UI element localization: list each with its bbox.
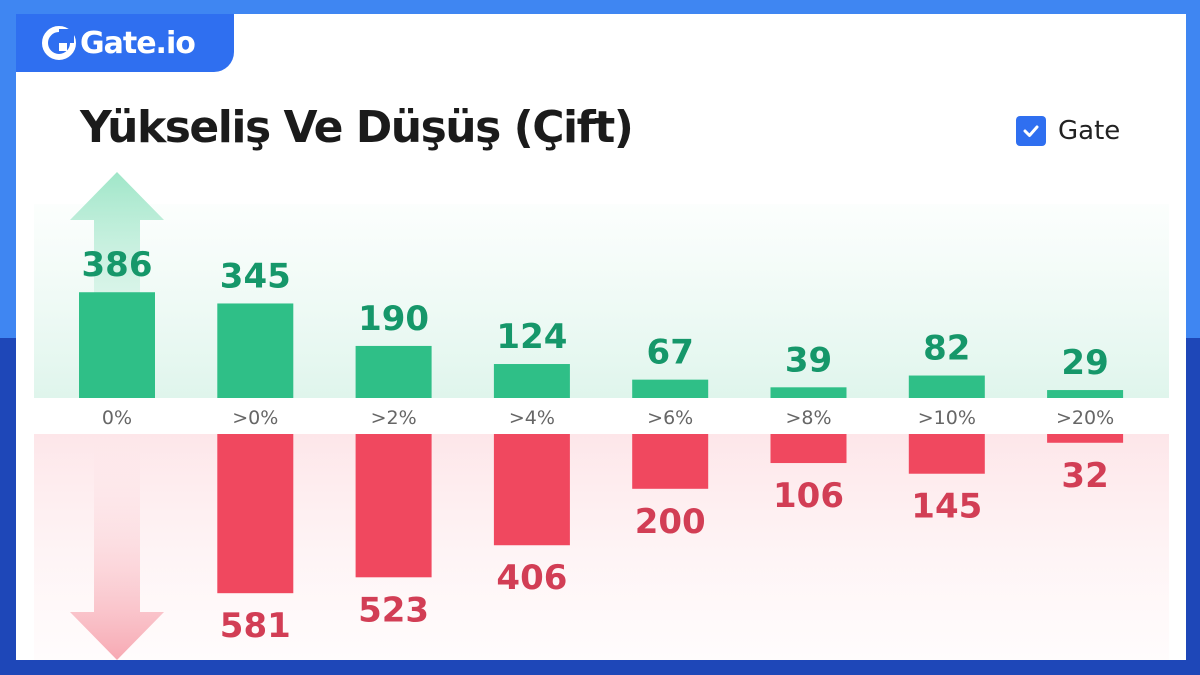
brand-name: Gate.io [80, 25, 196, 61]
up-value-label-7: 82 [923, 329, 970, 369]
up-value-label-4: 124 [496, 317, 567, 357]
up-bar-5 [632, 379, 709, 398]
up-value-label-3: 190 [358, 299, 429, 339]
up-bar-1 [79, 292, 155, 398]
brand-logo: Gate.io [16, 14, 234, 72]
up-value-label-1: 386 [82, 245, 153, 285]
chart-card: Gate.io 386 0% 345 >0% 581 190 >2% 523 [16, 14, 1186, 660]
legend-label: Gate [1058, 116, 1121, 146]
up-bar-7 [908, 375, 985, 398]
x-tick-label-1: 0% [102, 407, 132, 429]
up-arrow-icon [70, 172, 164, 398]
down-bar-5 [632, 434, 709, 489]
legend-checkbox[interactable] [1016, 116, 1046, 146]
gate-logo-icon [42, 26, 76, 60]
down-value-label-2: 581 [220, 606, 291, 646]
up-band [34, 204, 1169, 398]
down-value-label-4: 406 [496, 558, 567, 598]
down-value-label-8: 32 [1061, 456, 1108, 496]
up-value-label-8: 29 [1061, 343, 1108, 383]
down-band [34, 434, 1169, 660]
up-bar-3 [355, 345, 432, 398]
x-tick-label-4: >4% [509, 407, 555, 429]
down-bar-3 [355, 434, 432, 578]
up-value-label-5: 67 [647, 333, 694, 373]
checkmark-icon [1023, 125, 1039, 137]
x-tick-label-3: >2% [371, 407, 417, 429]
down-value-label-5: 200 [635, 502, 706, 542]
down-bar-2 [217, 434, 294, 594]
down-bar-7 [908, 434, 985, 474]
x-tick-label-8: >20% [1056, 407, 1114, 429]
x-tick-label-2: >0% [232, 407, 278, 429]
down-arrow-icon [70, 444, 164, 660]
down-bar-8 [1047, 434, 1124, 443]
up-bar-8 [1047, 390, 1124, 398]
up-value-label-2: 345 [220, 256, 291, 296]
chart-title: Yükseliş Ve Düşüş (Çift) [80, 102, 634, 153]
x-tick-label-6: >8% [785, 407, 831, 429]
up-bar-4 [493, 364, 570, 398]
up-bar-2 [217, 303, 294, 398]
legend[interactable]: Gate [1016, 116, 1120, 146]
rise-fall-chart: 386 0% 345 >0% 581 190 >2% 523 124 >4% 406 67 >6% 200… [34, 172, 1169, 660]
down-bar-6 [770, 434, 847, 464]
down-bar-4 [493, 434, 570, 546]
down-value-label-3: 523 [358, 590, 429, 630]
x-tick-label-7: >10% [918, 407, 976, 429]
up-value-label-6: 39 [785, 340, 832, 380]
down-value-label-6: 106 [773, 476, 844, 516]
up-bar-6 [770, 387, 847, 398]
down-value-label-7: 145 [911, 487, 982, 527]
x-tick-label-5: >6% [647, 407, 693, 429]
